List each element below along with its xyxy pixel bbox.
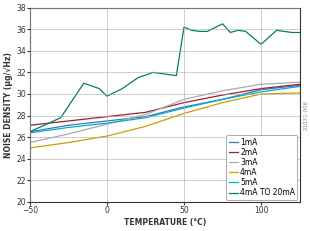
- 5mA: [67, 126, 70, 129]
- 3mA: [221, 89, 224, 92]
- 4mA TO 20mA: [236, 29, 240, 32]
- 4mA TO 20mA: [298, 31, 302, 34]
- 4mA TO 20mA: [59, 116, 63, 119]
- 5mA: [105, 122, 109, 125]
- 4mA: [28, 146, 32, 149]
- 3mA: [298, 81, 302, 83]
- 4mA TO 20mA: [28, 130, 32, 133]
- X-axis label: TEMPERATURE (°C): TEMPERATURE (°C): [124, 218, 206, 227]
- 1mA: [298, 84, 302, 87]
- 3mA: [105, 123, 109, 126]
- Line: 4mA: 4mA: [30, 93, 300, 148]
- 4mA: [221, 101, 224, 104]
- 4mA TO 20mA: [97, 87, 101, 90]
- Y-axis label: NOISE DENSITY (µg/√Hz): NOISE DENSITY (µg/√Hz): [4, 52, 13, 158]
- Legend: 1mA, 2mA, 3mA, 4mA, 5mA, 4mA TO 20mA: 1mA, 2mA, 3mA, 4mA, 5mA, 4mA TO 20mA: [226, 135, 297, 200]
- 5mA: [221, 98, 224, 101]
- 4mA TO 20mA: [151, 71, 155, 74]
- 2mA: [67, 120, 70, 122]
- 5mA: [144, 116, 147, 119]
- 4mA TO 20mA: [244, 30, 248, 33]
- 1mA: [182, 106, 186, 108]
- 1mA: [144, 115, 147, 118]
- 4mA TO 20mA: [136, 76, 140, 79]
- 2mA: [105, 115, 109, 118]
- 5mA: [298, 85, 302, 88]
- 4mA: [259, 93, 263, 95]
- Line: 1mA: 1mA: [30, 85, 300, 132]
- 4mA: [182, 112, 186, 115]
- Text: 21031-006: 21031-006: [303, 100, 308, 131]
- 3mA: [28, 141, 32, 144]
- 4mA TO 20mA: [182, 26, 186, 28]
- 4mA TO 20mA: [197, 30, 201, 33]
- 4mA TO 20mA: [167, 73, 170, 76]
- 4mA TO 20mA: [175, 74, 178, 77]
- 1mA: [67, 124, 70, 127]
- 4mA TO 20mA: [259, 43, 263, 46]
- 2mA: [182, 101, 186, 104]
- 1mA: [221, 98, 224, 101]
- 2mA: [144, 111, 147, 114]
- 3mA: [67, 133, 70, 135]
- 4mA TO 20mA: [290, 31, 294, 34]
- 1mA: [28, 130, 32, 133]
- 5mA: [182, 107, 186, 109]
- 2mA: [259, 87, 263, 90]
- 3mA: [144, 113, 147, 116]
- 4mA TO 20mA: [205, 30, 209, 33]
- 4mA TO 20mA: [221, 22, 224, 25]
- 5mA: [259, 91, 263, 93]
- 4mA: [67, 141, 70, 144]
- 4mA TO 20mA: [190, 29, 193, 32]
- 4mA TO 20mA: [275, 29, 278, 32]
- Line: 4mA TO 20mA: 4mA TO 20mA: [30, 24, 300, 132]
- 3mA: [259, 83, 263, 86]
- 4mA TO 20mA: [82, 82, 86, 85]
- 4mA TO 20mA: [121, 87, 124, 90]
- 3mA: [182, 98, 186, 101]
- Line: 2mA: 2mA: [30, 84, 300, 125]
- 4mA: [144, 125, 147, 128]
- 4mA TO 20mA: [228, 31, 232, 34]
- 5mA: [28, 131, 32, 134]
- 1mA: [105, 120, 109, 122]
- 1mA: [259, 88, 263, 91]
- Line: 3mA: 3mA: [30, 82, 300, 143]
- 4mA: [298, 91, 302, 94]
- 4mA TO 20mA: [105, 95, 109, 97]
- 2mA: [298, 83, 302, 86]
- 4mA: [105, 135, 109, 137]
- 2mA: [221, 94, 224, 97]
- Line: 5mA: 5mA: [30, 86, 300, 133]
- 2mA: [28, 124, 32, 127]
